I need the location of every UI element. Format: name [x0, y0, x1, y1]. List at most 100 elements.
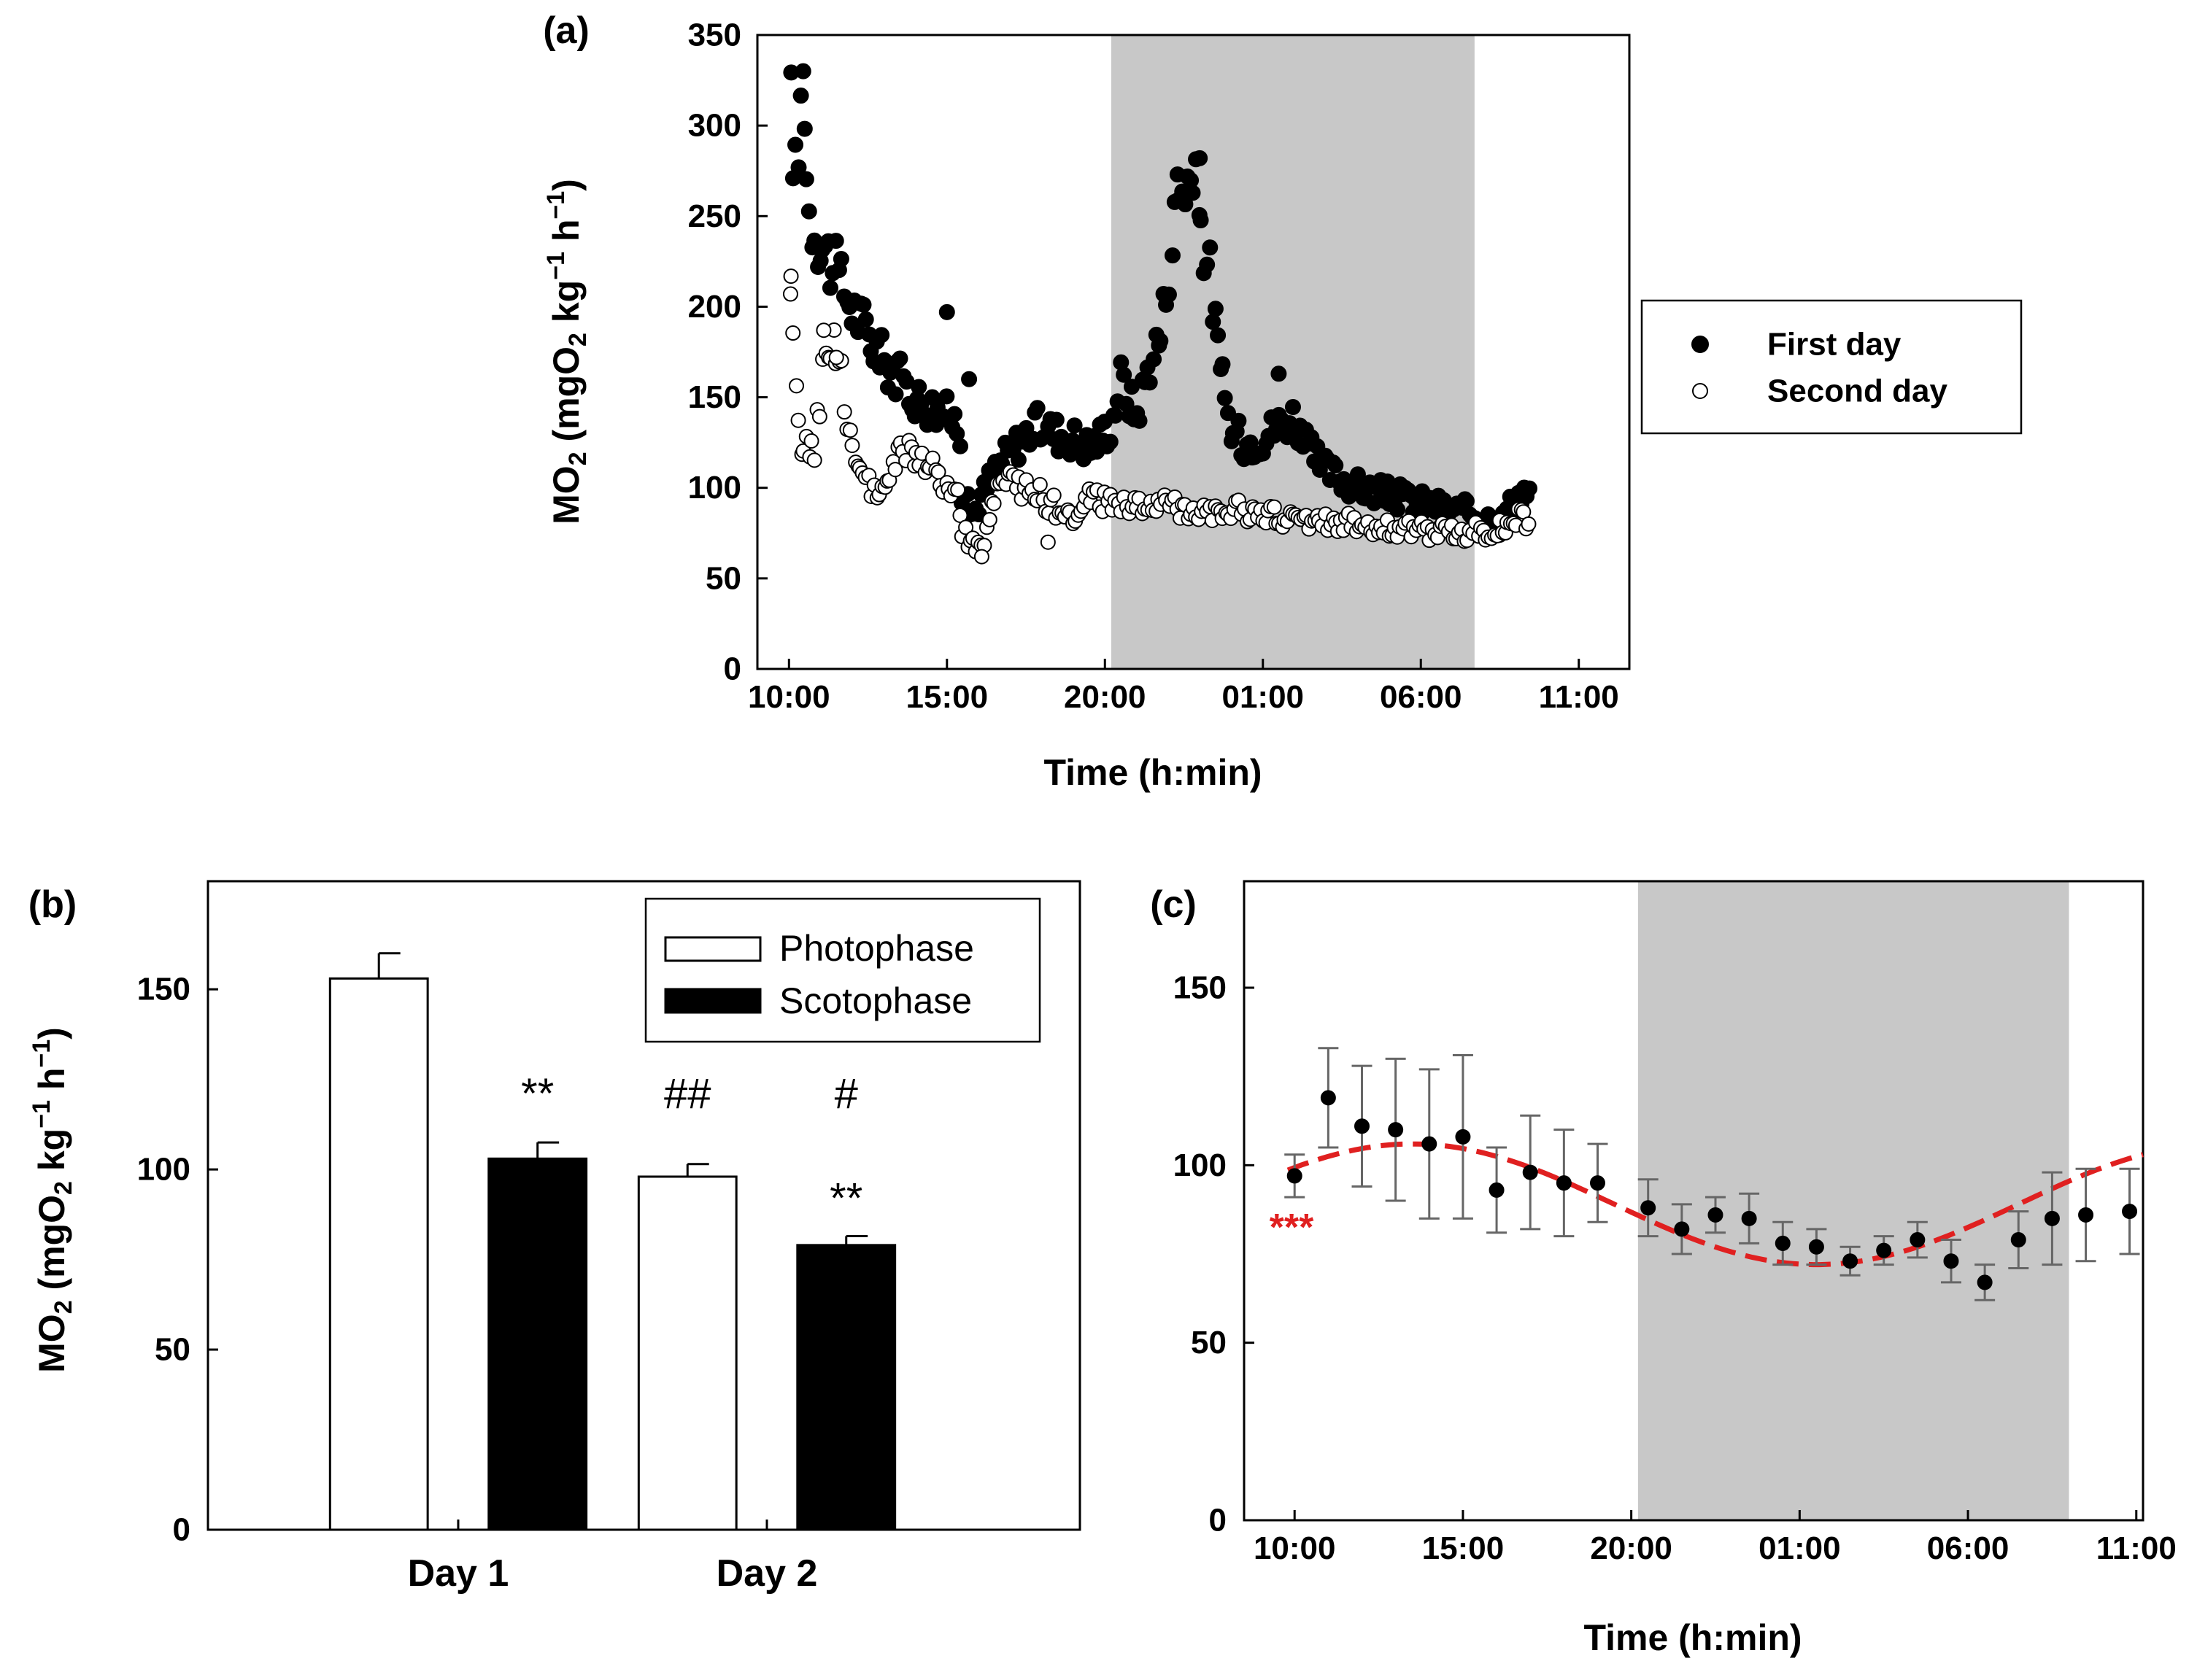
hourly-mean-point [1455, 1129, 1471, 1145]
panel-a-x-axis: 10:00 15:00 20:00 01:00 06:00 11:00 [748, 659, 1619, 715]
hourly-mean-point [1388, 1122, 1404, 1138]
legend-photophase-swatch [664, 936, 762, 962]
panel-c-x-axis: 10:00 15:00 20:00 01:00 06:00 11:00 [1254, 1510, 2177, 1566]
legend-photophase: Photophase [779, 928, 974, 969]
first-day-point [1029, 400, 1046, 417]
bar-scotophase-day-2 [796, 1244, 897, 1531]
legend-filled-circle-icon [1691, 336, 1709, 353]
second-day-point [828, 349, 844, 365]
panel-b-y-axis: 0 50 100 150 [137, 972, 218, 1548]
legend-open-circle-icon [1692, 383, 1708, 399]
second-day-point [842, 422, 858, 438]
hourly-mean-point [1741, 1210, 1757, 1226]
first-day-point [1116, 366, 1132, 383]
first-day-point [1169, 166, 1186, 183]
second-day-point [981, 511, 997, 527]
x-tick-label: 11:00 [1539, 679, 1619, 715]
first-day-point [798, 171, 814, 187]
hourly-mean-point [1556, 1175, 1572, 1191]
hourly-mean-point [1775, 1235, 1791, 1251]
first-day-point [1199, 256, 1216, 273]
first-day-point [855, 296, 872, 313]
bar-scotophase-day-1 [487, 1157, 588, 1531]
y-tick-label: 250 [688, 198, 741, 234]
hourly-mean-point [1320, 1090, 1336, 1106]
first-day-point [938, 303, 955, 320]
first-day-point [800, 203, 817, 220]
second-day-point [789, 378, 805, 394]
panel-b-label: (b) [28, 883, 77, 926]
first-day-point [887, 386, 904, 403]
x-tick-label: 20:00 [1590, 1530, 1672, 1566]
first-day-point [1184, 185, 1201, 201]
hourly-mean-point [2010, 1232, 2026, 1248]
second-day-point [887, 462, 903, 478]
first-day-point [1131, 412, 1148, 429]
hourly-mean-point [1842, 1253, 1858, 1269]
first-day-point [952, 438, 969, 454]
first-day-point [961, 371, 978, 387]
x-tick-label: 01:00 [1221, 679, 1304, 715]
first-day-point [1521, 480, 1537, 497]
x-tick-label: 10:00 [748, 679, 830, 715]
y-tick-label: 150 [137, 972, 190, 1007]
panel-b-bars [328, 952, 897, 1531]
y-tick-label: 50 [706, 560, 741, 596]
second-day-point [986, 495, 1002, 511]
hourly-mean-point [1589, 1175, 1605, 1191]
first-day-point [822, 279, 838, 296]
panel-a-legend-box [1640, 299, 2023, 435]
first-day-point [787, 136, 804, 153]
first-day-point [1102, 433, 1119, 450]
panel-c-label: (c) [1150, 883, 1197, 926]
first-day-point [1152, 333, 1169, 349]
first-day-point [792, 88, 809, 104]
first-day-point [1210, 327, 1227, 344]
category-label: Day 1 [408, 1552, 509, 1595]
first-day-point [1192, 150, 1208, 166]
y-tick-label: 0 [173, 1512, 190, 1548]
second-day-point [803, 433, 819, 449]
x-tick-label: 15:00 [1422, 1530, 1505, 1566]
first-day-point [795, 63, 811, 80]
first-day-point [1010, 452, 1027, 468]
panel-a-plot-frame [756, 34, 1631, 670]
second-day-point [1521, 516, 1537, 532]
x-tick-label: 06:00 [1380, 679, 1462, 715]
panel-c-error-bars [1284, 1047, 2140, 1301]
first-day-point [1146, 351, 1162, 368]
x-tick-label: 20:00 [1064, 679, 1146, 715]
x-tick-label: 15:00 [906, 679, 989, 715]
y-tick-label: 350 [688, 18, 741, 53]
legend-scotophase: Scotophase [779, 980, 972, 1021]
y-tick-label: 100 [688, 470, 741, 506]
first-day-point [1219, 405, 1236, 422]
panel-a-scatter-chart: (a) 0 50 100 150 200 250 300 350 10:00 15:00 20:0… [542, 9, 2023, 793]
first-day-point [790, 159, 807, 176]
panel-c-points [1286, 1090, 2138, 1290]
second-day-point [811, 409, 827, 425]
panel-a-y-axis-title: MO2 (mgO2 kg−1 h−1) [542, 179, 592, 524]
panel-c-plot-frame [1243, 880, 2144, 1522]
first-day-point [892, 350, 908, 367]
second-day-point [836, 404, 852, 420]
first-day-point [1141, 374, 1158, 391]
first-day-point [857, 311, 874, 328]
significance-annotation: ** [830, 1174, 862, 1222]
first-day-point [1458, 492, 1475, 509]
first-day-point [911, 379, 927, 395]
significance-annotation: ** [521, 1070, 554, 1118]
y-tick-label: 0 [724, 651, 741, 687]
hourly-mean-point [1876, 1242, 1892, 1258]
y-tick-label: 100 [1173, 1147, 1227, 1183]
y-tick-label: 0 [1209, 1503, 1227, 1538]
second-day-point [806, 452, 822, 468]
second-day-point [790, 412, 806, 428]
x-tick-label: 06:00 [1927, 1530, 2010, 1566]
first-day-point [1048, 411, 1065, 428]
y-tick-label: 50 [1191, 1325, 1227, 1360]
second-day-point [950, 481, 966, 498]
first-day-point [1177, 196, 1194, 213]
panel-b-annotations: ** ## #** [521, 1070, 862, 1222]
